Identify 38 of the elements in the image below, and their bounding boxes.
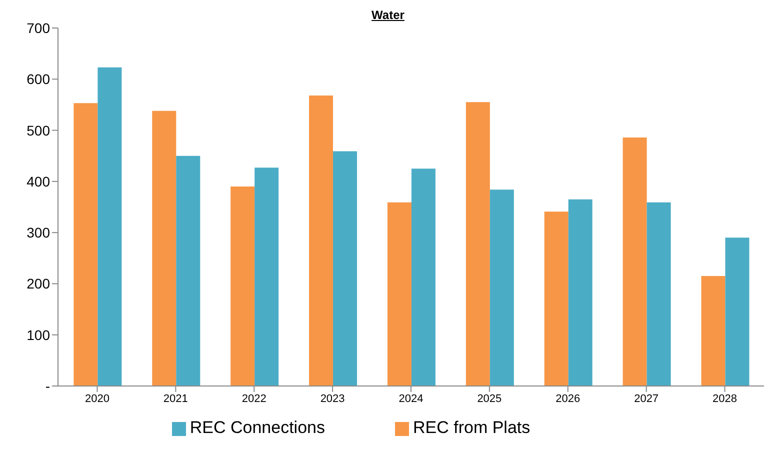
x-tick-label: 2024: [398, 392, 424, 405]
legend-label: REC Connections: [190, 418, 325, 437]
y-tick-label: 600: [26, 71, 50, 88]
x-tick-label: 2028: [712, 392, 738, 405]
bar: [701, 276, 726, 386]
bar: [466, 102, 490, 386]
bar: [176, 156, 200, 386]
bar: [152, 110, 176, 386]
bar: [622, 137, 647, 386]
bar: [309, 96, 334, 386]
bar: [490, 190, 514, 386]
x-tick-label: 2022: [242, 392, 266, 405]
x-tick-label: 2026: [556, 392, 580, 405]
y-tick-label: 100: [26, 326, 50, 343]
y-tick-label: 400: [26, 173, 50, 190]
chart-title: Water: [372, 8, 404, 22]
bar: [646, 202, 671, 386]
y-tick-label: 500: [26, 122, 50, 138]
y-tick-label: -: [45, 378, 50, 394]
y-tick-label: 200: [26, 276, 50, 292]
bar: [411, 168, 436, 386]
bar: [254, 168, 279, 386]
x-tick-label: 2025: [477, 392, 502, 405]
x-tick-label: 2027: [634, 392, 659, 405]
bar: [333, 151, 358, 386]
legend-label: REC from Plats: [412, 418, 530, 437]
x-tick-label: 2023: [320, 392, 345, 405]
bar: [98, 67, 122, 386]
bar: [74, 103, 98, 386]
y-tick-label: 300: [26, 224, 50, 241]
bar: [568, 199, 592, 386]
bar: [544, 212, 568, 386]
y-tick-label: 700: [26, 20, 50, 36]
bar: [387, 202, 412, 386]
bar: [230, 186, 255, 386]
bar: [725, 238, 750, 386]
x-tick-label: 2020: [84, 392, 110, 405]
x-tick-label: 2021: [163, 392, 188, 405]
